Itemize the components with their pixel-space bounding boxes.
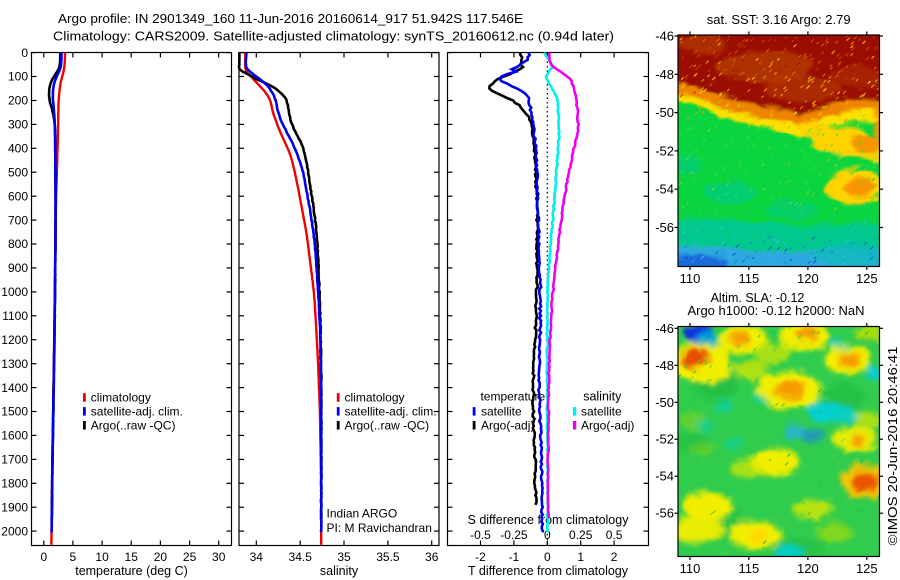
svg-text:1100: 1100 bbox=[2, 309, 28, 323]
svg-text:100: 100 bbox=[8, 70, 28, 84]
svg-text:200: 200 bbox=[8, 94, 28, 108]
svg-text:salinity: salinity bbox=[583, 389, 622, 403]
svg-text:600: 600 bbox=[8, 189, 28, 203]
svg-text:1: 1 bbox=[577, 550, 584, 564]
svg-text:5: 5 bbox=[70, 550, 77, 564]
svg-text:salinity: salinity bbox=[320, 564, 359, 578]
svg-text:temperature (deg C): temperature (deg C) bbox=[75, 564, 188, 578]
svg-text:-2: -2 bbox=[475, 550, 486, 564]
svg-text:T difference from climatology: T difference from climatology bbox=[468, 564, 629, 578]
svg-text:0: 0 bbox=[21, 46, 28, 60]
svg-text:34: 34 bbox=[250, 550, 264, 564]
svg-text:-46: -46 bbox=[655, 321, 674, 336]
svg-text:1900: 1900 bbox=[1, 500, 28, 514]
svg-text:25: 25 bbox=[183, 550, 197, 564]
svg-text:temperature: temperature bbox=[480, 389, 545, 403]
svg-text:700: 700 bbox=[8, 213, 28, 227]
svg-text:satellite: satellite bbox=[481, 404, 522, 418]
svg-text:Argo(..raw -QC): Argo(..raw -QC) bbox=[91, 418, 176, 432]
svg-text:1300: 1300 bbox=[1, 357, 28, 371]
svg-text:-50: -50 bbox=[655, 395, 674, 410]
svg-text:115: 115 bbox=[739, 271, 760, 286]
svg-text:-48: -48 bbox=[655, 67, 674, 82]
svg-text:34.5: 34.5 bbox=[289, 550, 313, 564]
svg-text:Climatology: CARS2009. Satelli: Climatology: CARS2009. Satellite-adjuste… bbox=[53, 30, 614, 44]
svg-text:1600: 1600 bbox=[1, 429, 28, 443]
svg-text:500: 500 bbox=[8, 165, 28, 179]
svg-text:1500: 1500 bbox=[1, 405, 28, 419]
svg-text:20: 20 bbox=[154, 550, 168, 564]
svg-text:800: 800 bbox=[8, 237, 28, 251]
svg-text:-50: -50 bbox=[655, 105, 674, 120]
svg-text:-54: -54 bbox=[655, 469, 674, 484]
svg-text:35.5: 35.5 bbox=[376, 550, 400, 564]
svg-text:35: 35 bbox=[337, 550, 351, 564]
svg-text:-0.5: -0.5 bbox=[470, 528, 491, 542]
svg-text:120: 120 bbox=[797, 271, 819, 286]
svg-text:-48: -48 bbox=[655, 358, 674, 373]
svg-text:120: 120 bbox=[797, 561, 819, 576]
svg-text:Argo(-adj): Argo(-adj) bbox=[481, 418, 534, 432]
svg-text:125: 125 bbox=[856, 271, 878, 286]
svg-text:Altim. SLA: -0.12: Altim. SLA: -0.12 bbox=[711, 291, 805, 305]
svg-text:-56: -56 bbox=[655, 506, 674, 521]
svg-text:-52: -52 bbox=[655, 432, 674, 447]
svg-text:-0.25: -0.25 bbox=[500, 528, 528, 542]
svg-text:110: 110 bbox=[680, 561, 701, 576]
svg-text:sat. SST: 3.16 Argo: 2.79: sat. SST: 3.16 Argo: 2.79 bbox=[707, 12, 851, 27]
svg-text:110: 110 bbox=[680, 271, 701, 286]
svg-text:PI: M Ravichandran: PI: M Ravichandran bbox=[327, 521, 432, 535]
svg-text:Argo(-adj): Argo(-adj) bbox=[581, 418, 634, 432]
svg-text:15: 15 bbox=[125, 550, 139, 564]
svg-text:400: 400 bbox=[8, 142, 28, 156]
svg-text:125: 125 bbox=[856, 561, 878, 576]
svg-text:1700: 1700 bbox=[1, 453, 28, 467]
svg-text:30: 30 bbox=[212, 550, 226, 564]
svg-text:Argo h1000: -0.12 h2000: NaN: Argo h1000: -0.12 h2000: NaN bbox=[687, 303, 864, 318]
svg-text:300: 300 bbox=[8, 118, 28, 132]
svg-text:-46: -46 bbox=[655, 29, 674, 44]
svg-text:10: 10 bbox=[95, 550, 109, 564]
svg-text:0.25: 0.25 bbox=[569, 528, 593, 542]
svg-text:Argo profile: IN 2901349_160 1: Argo profile: IN 2901349_160 11-Jun-2016… bbox=[58, 12, 523, 26]
svg-text:0: 0 bbox=[40, 550, 47, 564]
svg-text:0.5: 0.5 bbox=[606, 528, 623, 542]
svg-text:2: 2 bbox=[611, 550, 618, 564]
svg-text:1400: 1400 bbox=[1, 381, 28, 395]
svg-text:©IMOS 20-Jun-2016 20:46:41: ©IMOS 20-Jun-2016 20:46:41 bbox=[885, 347, 900, 546]
svg-text:2000: 2000 bbox=[1, 524, 28, 538]
svg-text:-54: -54 bbox=[655, 182, 674, 197]
svg-text:satellite: satellite bbox=[581, 404, 622, 418]
svg-text:Indian ARGO: Indian ARGO bbox=[327, 507, 398, 521]
svg-text:climatology: climatology bbox=[345, 390, 405, 404]
svg-text:1000: 1000 bbox=[1, 285, 28, 299]
svg-text:36: 36 bbox=[425, 550, 439, 564]
svg-text:satellite-adj. clim.: satellite-adj. clim. bbox=[345, 404, 437, 418]
svg-text:climatology: climatology bbox=[91, 390, 151, 404]
svg-text:-1: -1 bbox=[509, 550, 520, 564]
svg-text:-52: -52 bbox=[655, 143, 674, 158]
svg-text:900: 900 bbox=[8, 261, 28, 275]
svg-text:1800: 1800 bbox=[1, 477, 28, 491]
svg-text:Argo(..raw -QC): Argo(..raw -QC) bbox=[345, 418, 430, 432]
svg-text:115: 115 bbox=[739, 561, 760, 576]
svg-text:0: 0 bbox=[544, 550, 551, 564]
svg-text:satellite-adj. clim.: satellite-adj. clim. bbox=[91, 404, 183, 418]
svg-text:-56: -56 bbox=[655, 220, 674, 235]
svg-text:1200: 1200 bbox=[1, 333, 28, 347]
